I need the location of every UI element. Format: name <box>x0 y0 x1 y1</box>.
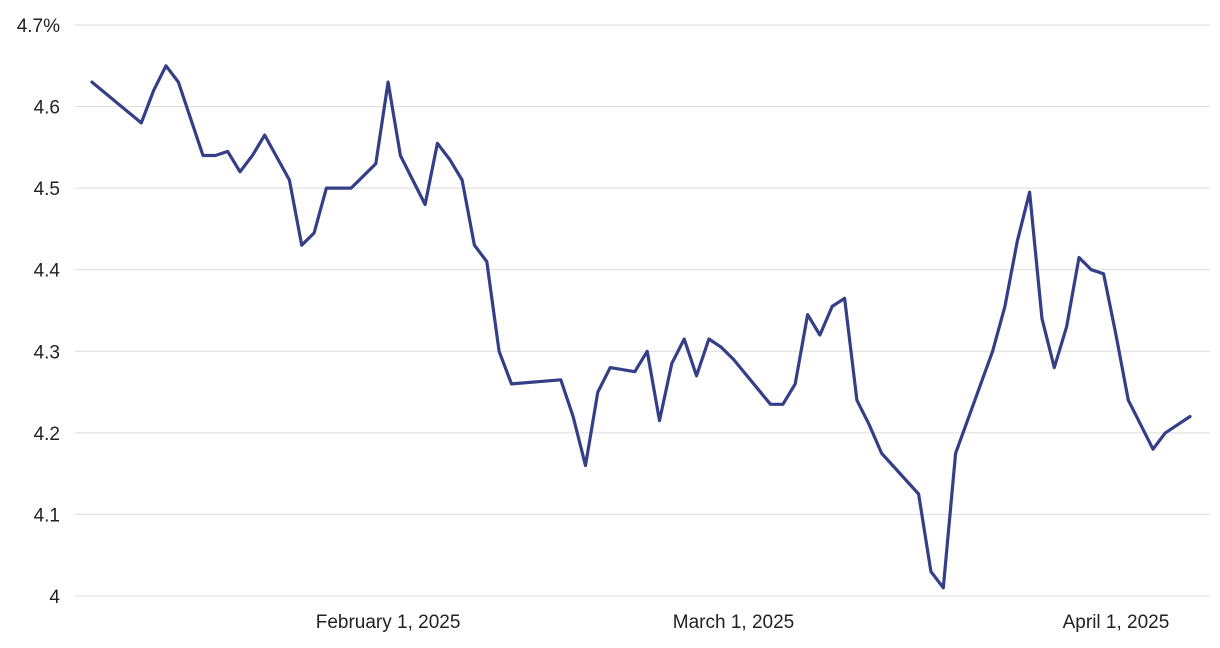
series-layer <box>90 64 1192 590</box>
y-tick-label: 4.7% <box>17 16 60 37</box>
x-axis: February 1, 2025 March 1, 2025 April 1, 20… <box>316 612 1170 633</box>
x-tick-label: March 1, 2025 <box>673 612 794 633</box>
y-tick-label: 4.3 <box>34 342 60 363</box>
y-tick-label: 4 <box>49 587 60 608</box>
y-tick-label: 4.6 <box>34 98 60 119</box>
y-tick-label: 4.2 <box>34 424 60 445</box>
y-axis: 4 4.1 4.2 4.3 4.4 4.5 4.6 4.7% <box>17 16 61 608</box>
gridlines <box>75 24 1210 597</box>
x-tick-label: April 1, 2025 <box>1063 612 1170 633</box>
y-tick-label: 4.4 <box>34 261 61 282</box>
y-tick-label: 4.1 <box>34 505 60 526</box>
x-tick-label: February 1, 2025 <box>316 612 461 633</box>
series-line <box>90 64 1192 590</box>
y-tick-label: 4.5 <box>34 179 60 200</box>
